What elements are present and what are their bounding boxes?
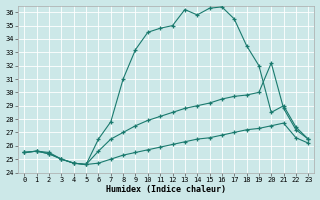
X-axis label: Humidex (Indice chaleur): Humidex (Indice chaleur) <box>106 185 226 194</box>
